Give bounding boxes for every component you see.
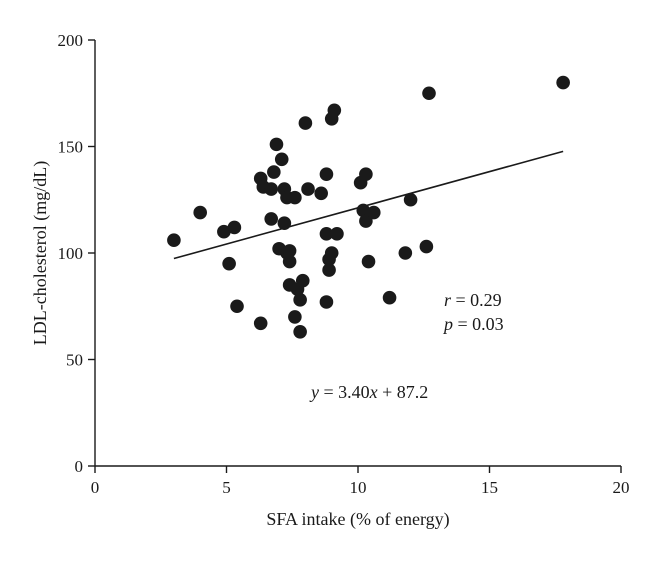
x-tick-label: 20 <box>613 478 630 497</box>
data-point <box>298 116 313 130</box>
data-point <box>277 216 292 230</box>
data-point <box>359 167 373 181</box>
data-point <box>269 137 284 152</box>
r-annotation: r = 0.29 <box>444 290 502 310</box>
data-point <box>217 224 231 239</box>
data-point <box>293 293 307 307</box>
x-tick-label: 0 <box>91 478 100 497</box>
y-axis-title: LDL-cholesterol (mg/dL) <box>30 161 51 345</box>
r-value: = 0.29 <box>451 290 502 310</box>
data-point <box>366 205 381 220</box>
data-point <box>322 263 336 277</box>
trendline-group <box>173 150 564 260</box>
x-tick-label: 15 <box>481 478 498 497</box>
data-point <box>319 295 334 309</box>
eq-y-symbol: y <box>309 382 319 402</box>
data-point <box>274 152 289 167</box>
data-point <box>282 244 297 258</box>
data-point <box>422 86 436 101</box>
eq-mid: = 3.40 <box>319 382 370 402</box>
data-point <box>330 227 344 241</box>
eq-tail: + 87.2 <box>378 382 429 402</box>
data-point <box>264 182 279 196</box>
p-annotation: p = 0.03 <box>442 314 504 334</box>
data-point <box>253 316 268 331</box>
axes <box>94 40 621 467</box>
p-symbol: p <box>442 314 453 334</box>
data-point <box>398 246 413 260</box>
y-tick-label: 100 <box>58 244 84 263</box>
data-point <box>227 220 242 235</box>
data-point <box>359 214 373 228</box>
data-point <box>319 227 334 241</box>
data-point <box>282 254 297 269</box>
data-point <box>301 182 315 196</box>
y-tick-label: 200 <box>58 31 84 50</box>
y-tick-label: 150 <box>58 138 84 157</box>
data-point <box>230 299 244 314</box>
data-point <box>382 290 397 305</box>
data-point <box>324 246 339 260</box>
data-point <box>288 310 302 324</box>
y-tick-label: 0 <box>75 457 84 476</box>
data-point <box>267 165 281 179</box>
x-tick-label: 10 <box>350 478 367 497</box>
eq-x-symbol: x <box>369 382 378 402</box>
data-point <box>288 190 302 205</box>
data-point <box>193 205 207 220</box>
data-point <box>403 192 418 207</box>
x-axis-title: SFA intake (% of energy) <box>266 509 449 530</box>
y-tick-label: 50 <box>66 351 83 370</box>
r-symbol: r <box>444 290 452 310</box>
data-point <box>556 75 570 90</box>
regression-equation: y = 3.40x + 87.2 <box>309 382 428 402</box>
data-point <box>319 167 334 181</box>
data-point <box>295 273 310 288</box>
data-point <box>293 325 307 339</box>
data-point <box>327 103 342 118</box>
data-point <box>264 212 279 226</box>
data-point <box>361 254 376 269</box>
data-point <box>167 233 181 248</box>
data-points <box>167 75 570 339</box>
p-value: = 0.03 <box>453 314 504 334</box>
regression-line <box>173 150 564 260</box>
data-point <box>222 256 236 271</box>
tick-marks <box>88 39 622 473</box>
x-tick-label: 5 <box>222 478 231 497</box>
data-point <box>419 239 434 254</box>
data-point <box>356 203 371 218</box>
data-point <box>314 186 328 201</box>
